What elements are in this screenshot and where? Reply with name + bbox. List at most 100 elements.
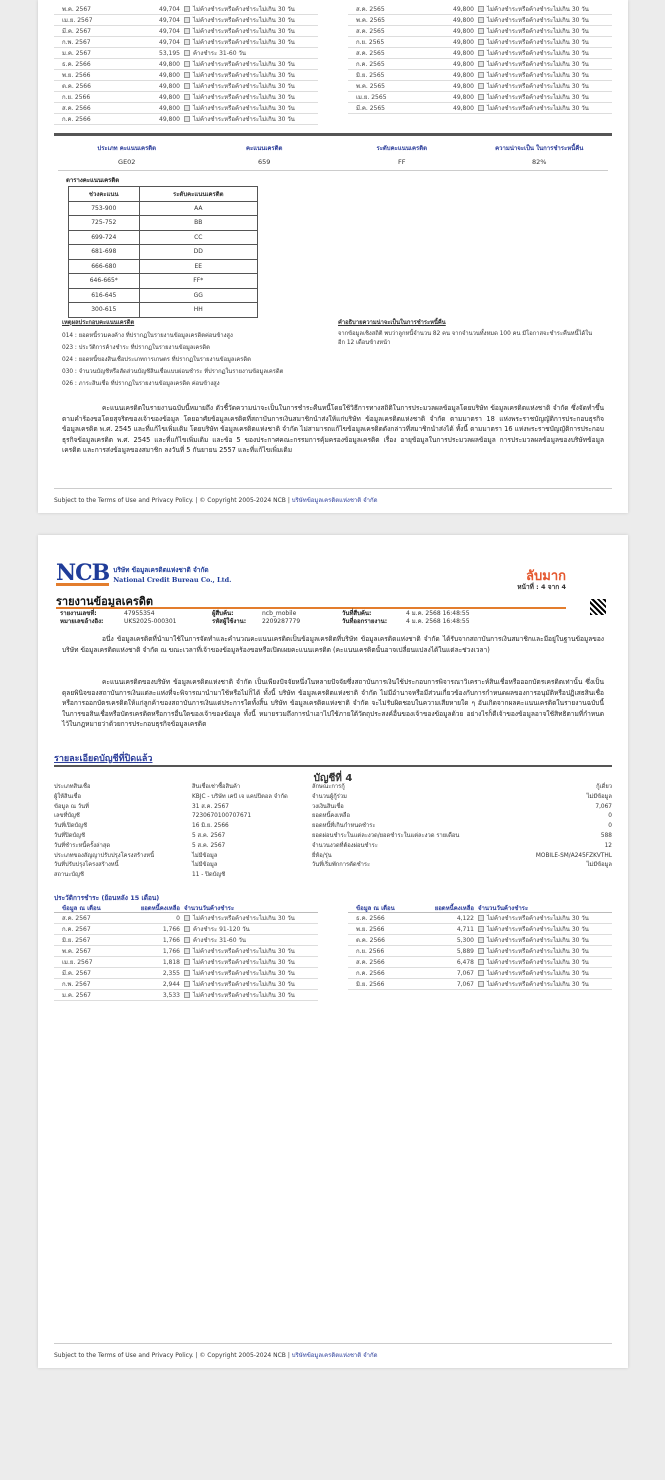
amount: 49,800 [453, 105, 474, 112]
table-row: 681-698 DD [68, 244, 259, 260]
table-row: 646-665* FF* [68, 273, 259, 289]
column-header: ระดับคะแนนเครดิต [138, 186, 259, 202]
status: ไม่ค้างชำระหรือค้างชำระไม่เกิน 30 วัน [184, 26, 318, 36]
detail-label: วันที่เริ่มพักการตัดชำระ [312, 862, 371, 869]
detail-value: 31 ส.ค. 2567 [192, 803, 229, 810]
ncb-link[interactable]: บริษัทข้อมูลเครดิตแห่งชาติ จำกัด [291, 497, 378, 504]
month: พ.ค. 2565 [356, 17, 385, 24]
footer: Subject to the Terms of Use and Privacy … [54, 488, 612, 505]
status-text: ไม่ค้างชำระหรือค้างชำระไม่เกิน 30 วัน [193, 39, 295, 46]
amount: 49,800 [159, 116, 180, 123]
status-box-icon [478, 6, 484, 12]
status-text: ไม่ค้างชำระหรือค้างชำระไม่เกิน 30 วัน [487, 970, 589, 977]
detail-value: 5 ส.ค. 2567 [192, 832, 226, 839]
status-box-icon [184, 970, 190, 976]
amount: 49,800 [453, 50, 474, 57]
status-box-icon [478, 50, 484, 56]
detail-label: วงเงินสินเชื่อ [312, 803, 344, 810]
info-value: ncb_mobile [262, 610, 297, 617]
repayment-probability: ความน่าจะเป็น ในการชำระหนี้คืน 82% [495, 145, 584, 166]
history-row: มี.ค. 2567 2,355 ไม่ค้างชำระหรือค้างชำระไม… [54, 968, 318, 979]
divider [56, 607, 566, 609]
status: ไม่ค้างชำระหรือค้างชำระไม่เกิน 30 วัน [184, 81, 318, 91]
status-box-icon [478, 981, 484, 987]
month: ต.ค. 2566 [62, 83, 91, 90]
history-row: ต.ค. 2566 49,800 ไม่ค้างชำระหรือค้างชำระไม… [54, 81, 318, 92]
table-row: 300-615 HH [68, 302, 259, 318]
detail-label: ข้อมูล ณ วันที่ [54, 803, 89, 810]
amount: 3,533 [162, 992, 180, 999]
status: ไม่ค้างชำระหรือค้างชำระไม่เกิน 30 วัน [184, 70, 318, 80]
explanation-title: คำอธิบายความน่าจะเป็นในการชำระหนี้คืน [338, 320, 446, 326]
status-box-icon [184, 6, 190, 12]
explanation-text: จากข้อมูลเชิงสถิติ พบว่าลูกหนี้จำนวน 82 … [338, 331, 593, 346]
reason-item: 030 : จำนวนบัญชีหรือสัดส่วนบัญชีสินเชื่อ… [62, 369, 284, 375]
detail-value: 7230670100707671 [192, 813, 252, 820]
status-box-icon [184, 61, 190, 67]
info-label: วันที่สืบค้น: [342, 610, 372, 617]
ncb-link[interactable]: บริษัทข้อมูลเครดิตแห่งชาติ จำกัด [291, 1352, 378, 1359]
status: ไม่ค้างชำระหรือค้างชำระไม่เกิน 30 วัน [184, 15, 318, 25]
status-text: ไม่ค้างชำระหรือค้างชำระไม่เกิน 30 วัน [193, 959, 295, 966]
score-type: ประเภท คะแนนเครดิต GE02 [97, 145, 157, 166]
status-box-icon [478, 39, 484, 45]
amount: 49,800 [453, 72, 474, 79]
status-box-icon [478, 105, 484, 111]
report-page-4: NCB บริษัท ข้อมูลเครดิตแห่งชาติ จำกัด Nat… [38, 535, 628, 1368]
status-text: ไม่ค้างชำระหรือค้างชำระไม่เกิน 30 วัน [487, 94, 589, 101]
month: พ.ย. 2566 [62, 72, 91, 79]
status-box-icon [184, 959, 190, 965]
table-cell: DD [138, 244, 259, 260]
payment-history-label: ประวัติการชำระ (ย้อนหลัง 15 เดือน) [54, 894, 160, 902]
status-text: ไม่ค้างชำระหรือค้างชำระไม่เกิน 30 วัน [193, 915, 295, 922]
status-text: ไม่ค้างชำระหรือค้างชำระไม่เกิน 30 วัน [487, 959, 589, 966]
amount: 49,704 [159, 39, 180, 46]
history-row: มี.ค. 2565 49,800 ไม่ค้างชำระหรือค้างชำระไ… [348, 103, 612, 114]
info-label: หมายเลขอ้างอิง: [60, 618, 104, 625]
confidential-label: ลับมาก [526, 569, 566, 584]
status-box-icon [478, 970, 484, 976]
payment-history-continued: พ.ค. 2567 49,704 ไม่ค้างชำระหรือค้างชำระไม… [54, 4, 612, 125]
status: ไม่ค้างชำระหรือค้างชำระไม่เกิน 30 วัน [184, 968, 318, 978]
history-row: ก.ย. 2565 49,800 ไม่ค้างชำระหรือค้างชำระไม… [348, 37, 612, 48]
score-disclaimer: คะแนนเครดิตในรายงานฉบับนี้หมายถึง ตัวชี้… [62, 404, 604, 454]
history-row: พ.ค. 2565 49,800 ไม่ค้างชำระหรือค้างชำระไม… [348, 81, 612, 92]
status-text: ไม่ค้างชำระหรือค้างชำระไม่เกิน 30 วัน [193, 6, 295, 13]
info-label: วันที่ออกรายงาน: [342, 618, 388, 625]
report-page-3: พ.ค. 2567 49,704 ไม่ค้างชำระหรือค้างชำระไม… [38, 0, 628, 513]
payment-history: ข้อมูล ณ เดือน ยอดหนี้คงเหลือ จำนวนวันค้าง… [54, 903, 612, 1001]
amount: 49,800 [453, 83, 474, 90]
amount: 7,067 [456, 970, 474, 977]
status-text: ไม่ค้างชำระหรือค้างชำระไม่เกิน 30 วัน [193, 116, 295, 123]
amount: 49,800 [453, 28, 474, 35]
status-text: ไม่ค้างชำระหรือค้างชำระไม่เกิน 30 วัน [487, 28, 589, 35]
detail-label: ยอดหนี้ที่เกินกำหนดชำระ [312, 823, 376, 830]
history-row: ต.ค. 2566 5,300 ไม่ค้างชำระหรือค้างชำระไม่… [348, 935, 612, 946]
month: ส.ค. 2566 [356, 959, 385, 966]
detail-value: 12 [604, 842, 612, 849]
status-text: ไม่ค้างชำระหรือค้างชำระไม่เกิน 30 วัน [487, 39, 589, 46]
status-box-icon [184, 94, 190, 100]
probability-explanation: คำอธิบายความน่าจะเป็นในการชำระหนี้คืน จา… [338, 318, 598, 348]
detail-value: MOBILE-SM/A245FZKVTHL [535, 852, 612, 859]
history-row: ธ.ค. 2566 49,800 ไม่ค้างชำระหรือค้างชำระไม… [54, 59, 318, 70]
score-range-table: ช่วงคะแนน ระดับคะแนนเครดิต 753-900 AA 725-7… [68, 186, 259, 318]
divider [54, 133, 612, 136]
table-cell: 616-645 [68, 287, 140, 303]
amount: 4,122 [456, 915, 474, 922]
history-row: มิ.ย. 2567 1,766 ค้างชำระ 31-60 วัน [54, 935, 318, 946]
detail-value: 16 มิ.ย. 2566 [192, 823, 229, 830]
status-text: ไม่ค้างชำระหรือค้างชำระไม่เกิน 30 วัน [193, 94, 295, 101]
amount: 1,766 [162, 948, 180, 955]
status-box-icon [478, 937, 484, 943]
status-box-icon [184, 50, 190, 56]
status: ไม่ค้างชำระหรือค้างชำระไม่เกิน 30 วัน [478, 979, 612, 989]
status: ไม่ค้างชำระหรือค้างชำระไม่เกิน 30 วัน [478, 15, 612, 25]
detail-label: ลักษณะการกู้ [312, 784, 345, 790]
status: ไม่ค้างชำระหรือค้างชำระไม่เกิน 30 วัน [184, 979, 318, 989]
detail-label: ผู้ให้สินเชื่อ [54, 793, 81, 800]
status: ไม่ค้างชำระหรือค้างชำระไม่เกิน 30 วัน [478, 48, 612, 58]
status-box-icon [184, 72, 190, 78]
detail-label: วันที่เปิดบัญชี [54, 823, 88, 830]
history-row: ส.ค. 2566 49,800 ไม่ค้างชำระหรือค้างชำระไม… [54, 103, 318, 114]
